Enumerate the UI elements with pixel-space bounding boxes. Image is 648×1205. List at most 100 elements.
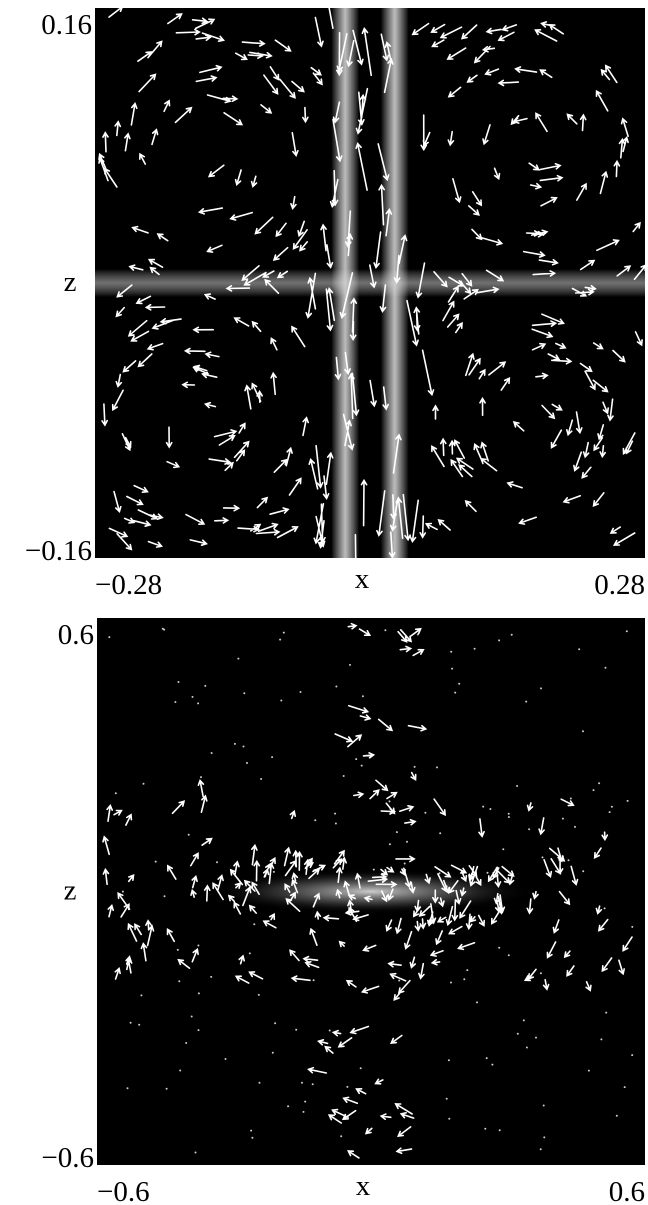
speck bbox=[243, 692, 246, 695]
speck bbox=[253, 923, 256, 926]
speck bbox=[272, 870, 275, 873]
speck bbox=[458, 682, 461, 685]
speck bbox=[191, 695, 194, 698]
speck bbox=[539, 1148, 542, 1151]
speck bbox=[507, 954, 510, 957]
speck bbox=[163, 895, 166, 898]
y-tick-label: 0.6 bbox=[58, 619, 94, 651]
speck bbox=[302, 1110, 305, 1113]
plot-area bbox=[95, 0, 647, 575]
speck bbox=[608, 811, 611, 814]
speck bbox=[260, 778, 263, 780]
speck bbox=[346, 1085, 349, 1088]
speck bbox=[631, 1054, 634, 1057]
speck bbox=[258, 1081, 261, 1084]
speck bbox=[295, 1028, 298, 1031]
speck bbox=[312, 979, 315, 982]
speck bbox=[436, 766, 438, 769]
speck bbox=[174, 701, 177, 703]
vertical-band bbox=[331, 8, 360, 558]
speck bbox=[335, 685, 338, 688]
speck bbox=[361, 695, 364, 698]
speck bbox=[535, 1036, 537, 1039]
speck bbox=[507, 812, 510, 815]
speck bbox=[484, 1127, 487, 1130]
speck bbox=[126, 1087, 129, 1090]
speck bbox=[539, 972, 542, 975]
speck bbox=[242, 745, 245, 748]
speck bbox=[388, 800, 391, 803]
speck bbox=[543, 1136, 546, 1139]
speck bbox=[314, 819, 317, 822]
plot-area bbox=[97, 618, 645, 1165]
speck bbox=[486, 871, 489, 874]
speck bbox=[476, 1001, 478, 1004]
speck bbox=[279, 638, 282, 641]
speck bbox=[413, 765, 416, 768]
speck bbox=[447, 1059, 450, 1062]
speck bbox=[403, 862, 406, 865]
speck bbox=[448, 1117, 451, 1120]
speck bbox=[287, 1105, 290, 1108]
speck bbox=[395, 831, 398, 834]
speck bbox=[121, 890, 124, 893]
speck bbox=[154, 860, 157, 863]
x-tick-label: −0.6 bbox=[97, 1176, 150, 1205]
x-axis-label: x bbox=[355, 563, 370, 595]
speck bbox=[311, 1083, 314, 1086]
speck bbox=[592, 789, 595, 792]
speck bbox=[224, 1058, 227, 1060]
horizontal-band bbox=[206, 869, 536, 914]
speck bbox=[185, 1042, 188, 1044]
speck bbox=[498, 639, 501, 642]
speck bbox=[210, 752, 213, 754]
speck bbox=[384, 629, 387, 632]
speck bbox=[197, 1029, 200, 1032]
speck bbox=[528, 828, 531, 831]
speck bbox=[567, 859, 570, 862]
y-tick-label: −0.6 bbox=[41, 1142, 94, 1174]
speck bbox=[578, 648, 581, 651]
speck bbox=[587, 1069, 590, 1072]
speck bbox=[540, 687, 542, 690]
y-tick-label: −0.16 bbox=[25, 535, 92, 567]
speck bbox=[625, 630, 628, 633]
speck bbox=[582, 730, 584, 733]
speck bbox=[498, 1129, 501, 1132]
speck bbox=[489, 808, 492, 810]
speck bbox=[197, 992, 200, 995]
speck bbox=[280, 699, 283, 702]
speck bbox=[204, 684, 207, 687]
speck bbox=[466, 969, 469, 972]
speck bbox=[582, 870, 585, 873]
speck bbox=[233, 742, 236, 745]
speck bbox=[603, 907, 606, 910]
speck bbox=[623, 1086, 626, 1089]
speck bbox=[631, 925, 634, 928]
speck bbox=[438, 872, 441, 875]
y-axis-label: z bbox=[64, 875, 77, 907]
speck bbox=[187, 833, 190, 836]
speck bbox=[360, 764, 363, 767]
speck bbox=[161, 627, 164, 630]
speck bbox=[194, 1151, 197, 1154]
speck bbox=[388, 843, 391, 846]
speck bbox=[340, 1135, 343, 1138]
speck bbox=[355, 758, 358, 761]
speck bbox=[522, 1019, 525, 1022]
x-axis-label: x bbox=[356, 1170, 371, 1202]
speck bbox=[604, 666, 607, 669]
speck bbox=[542, 1104, 545, 1107]
speck bbox=[359, 1067, 362, 1070]
speck bbox=[299, 691, 302, 693]
speck bbox=[138, 1023, 141, 1026]
vector-field-arrows bbox=[98, 0, 647, 575]
speck bbox=[574, 825, 576, 828]
speck bbox=[200, 776, 202, 779]
speck bbox=[598, 782, 601, 785]
speck bbox=[498, 946, 501, 949]
speck bbox=[451, 667, 454, 670]
speck bbox=[176, 948, 179, 951]
speck bbox=[114, 792, 117, 795]
speck bbox=[216, 861, 218, 864]
